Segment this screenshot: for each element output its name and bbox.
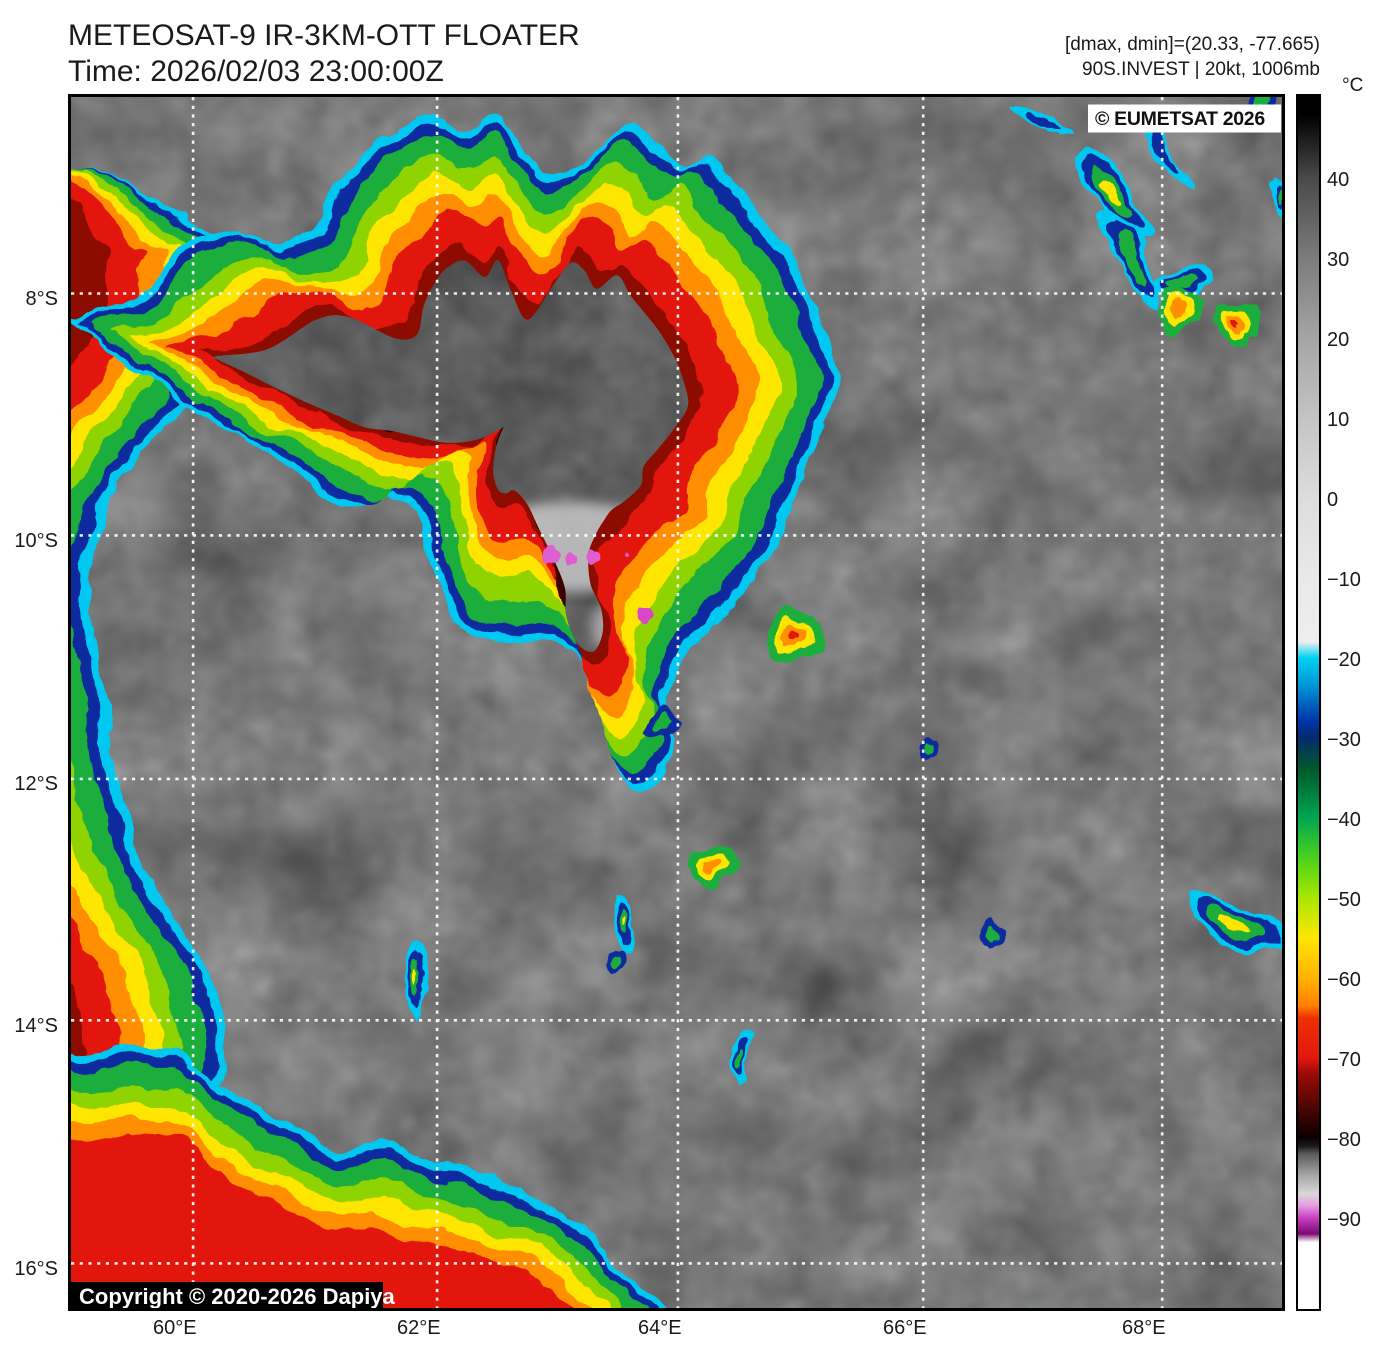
svg-text:Copyright © 2020-2026 Dapiya: Copyright © 2020-2026 Dapiya	[79, 1284, 396, 1309]
svg-text:© EUMETSAT 2026: © EUMETSAT 2026	[1095, 108, 1265, 130]
